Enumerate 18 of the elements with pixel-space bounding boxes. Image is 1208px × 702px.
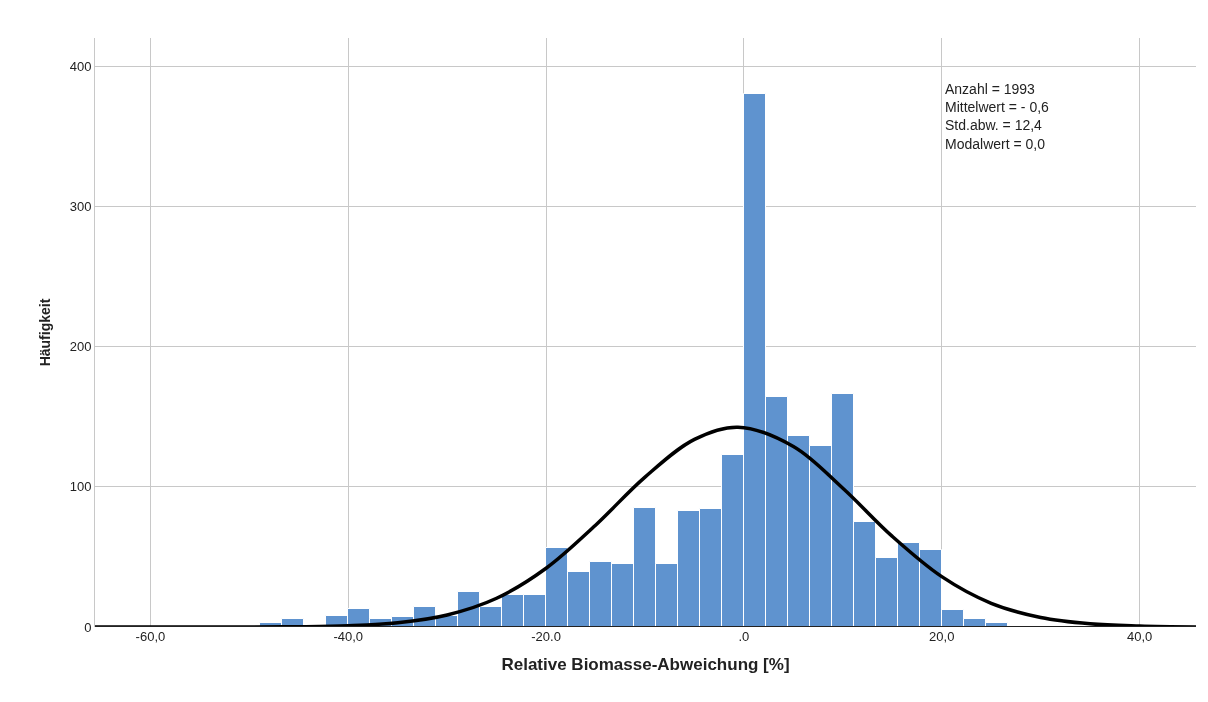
x-axis-title: Relative Biomasse-Abweichung [%] [501, 655, 790, 675]
x-tick-label: 20,0 [929, 629, 955, 644]
x-tick-label: -20.0 [531, 629, 561, 644]
x-tick-label: .0 [738, 629, 750, 644]
x-tick-label: 40,0 [1126, 629, 1153, 644]
annotation: Modalwert = 0,0 [945, 135, 1046, 152]
y-tick-label: 400 [69, 58, 92, 74]
x-tick-label: -60,0 [135, 629, 166, 644]
y-tick-label: 100 [69, 479, 92, 495]
annotation: Std.abw. = 12,4 [945, 117, 1043, 134]
y-tick-label: 0 [84, 619, 92, 635]
annotation: Anzahl = 1993 [945, 81, 1036, 97]
line-series [95, 425, 1196, 627]
x-tick-label: -40,0 [333, 629, 364, 644]
y-tick-label: 300 [69, 198, 92, 214]
y-axis-title: Häufigkeit [37, 298, 54, 367]
annotation: Mittelwert = - 0,6 [945, 99, 1050, 116]
y-tick-label: 200 [69, 339, 92, 355]
